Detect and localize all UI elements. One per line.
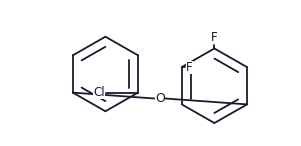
- Text: O: O: [155, 92, 165, 105]
- Text: F: F: [186, 61, 193, 74]
- Text: F: F: [211, 31, 218, 44]
- Text: Cl: Cl: [93, 86, 105, 99]
